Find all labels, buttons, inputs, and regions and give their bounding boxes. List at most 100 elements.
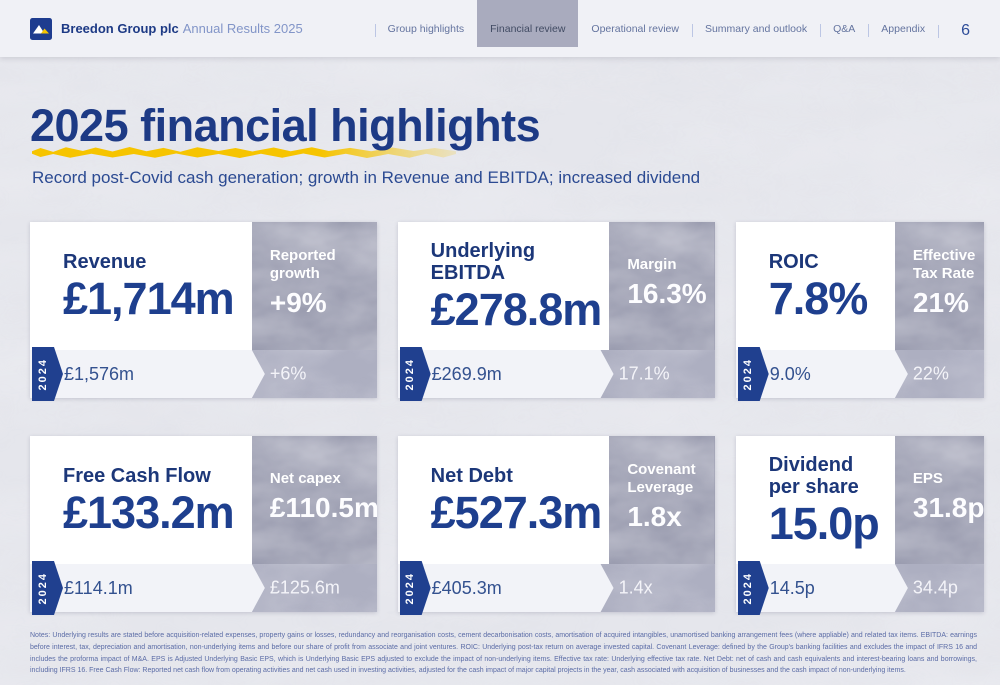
subtitle: Record post-Covid cash generation; growt…: [32, 168, 701, 187]
nav-tab-label: Summary and outlook: [704, 22, 808, 35]
metric-card-primary: ROIC 7.8%: [735, 222, 895, 350]
prior-year-strip: 22% 9.0% 2024: [735, 347, 985, 401]
secondary-metric-label: Covenant Leverage: [627, 461, 696, 496]
header: Breedon Group plc Annual Results 2025 Gro…: [0, 0, 1000, 57]
prior-secondary-value: +6%: [269, 363, 307, 384]
metric-card-primary: Revenue £1,714m: [30, 222, 252, 350]
prior-secondary-value: 17.1%: [618, 363, 670, 384]
metric-card-primary: Net Debt £527.3m: [397, 436, 610, 564]
nav-tab[interactable]: Financial review: [477, 0, 579, 57]
nav-tab[interactable]: Q&A: [820, 0, 868, 57]
metric-value: £527.3m: [430, 487, 603, 539]
prior-primary-value: £114.1m: [64, 577, 133, 598]
metric-card: ROIC 7.8% Effective Tax Rate 21% 22% 9.0…: [735, 222, 985, 401]
secondary-metric-value: 1.8x: [627, 500, 682, 532]
metric-label: Revenue: [63, 250, 147, 273]
metric-card-main: Revenue £1,714m Reported growth +9%: [30, 222, 377, 350]
metric-label: ROIC: [768, 250, 819, 273]
prior-year-strip: +6% £1,576m 2024: [30, 347, 377, 401]
metric-label: Net Debt: [430, 464, 513, 487]
breedon-logo-icon: [30, 17, 52, 40]
year-badge-label: 2024: [742, 357, 755, 391]
year-badge-label: 2024: [742, 571, 755, 605]
prior-secondary-value: 22%: [912, 363, 949, 384]
metric-label: Free Cash Flow: [63, 464, 211, 487]
metric-card-secondary: Reported growth +9%: [251, 222, 377, 350]
nav-divider: [938, 24, 940, 38]
metric-card-secondary: EPS 31.8p: [894, 436, 985, 564]
metric-card-primary: Free Cash Flow £133.2m: [30, 436, 252, 564]
metric-value: £278.8m: [430, 284, 603, 336]
metric-card-main: Net Debt £527.3m Covenant Leverage 1.8x: [397, 436, 715, 564]
prior-year-strip: 17.1% £269.9m 2024: [397, 347, 715, 401]
metric-grid: Revenue £1,714m Reported growth +9% +6% …: [30, 222, 985, 615]
nav-tabs: Group highlights Financial review Operat…: [374, 0, 938, 57]
prior-primary-value: £1,576m: [64, 363, 135, 384]
metric-card: Net Debt £527.3m Covenant Leverage 1.8x …: [397, 436, 715, 615]
metric-card-main: Underlying EBITDA £278.8m Margin 16.3%: [397, 222, 715, 350]
prior-primary-value: 9.0%: [769, 363, 811, 384]
secondary-metric-label: Effective Tax Rate: [912, 247, 976, 282]
nav-tab[interactable]: Summary and outlook: [691, 0, 820, 57]
brand-subtitle: Annual Results 2025: [182, 21, 303, 36]
prior-primary-value: 14.5p: [769, 577, 815, 598]
prior-year-strip: £125.6m £114.1m 2024: [30, 561, 377, 615]
secondary-metric-value: 31.8p: [912, 492, 985, 524]
prior-year-strip: 1.4x £405.3m 2024: [397, 561, 715, 615]
prior-secondary-value: 1.4x: [618, 577, 653, 598]
nav-tab-label: Appendix: [881, 22, 926, 35]
metric-value: £133.2m: [63, 487, 235, 539]
metric-card: Free Cash Flow £133.2m Net capex £110.5m…: [30, 436, 377, 615]
secondary-metric-label: Reported growth: [269, 247, 336, 282]
metric-value: £1,714m: [63, 273, 235, 325]
prior-year-strip-primary: £114.1m: [30, 564, 265, 612]
metric-card-main: ROIC 7.8% Effective Tax Rate 21%: [735, 222, 985, 350]
footnotes: Notes: Underlying results are stated bef…: [30, 632, 977, 675]
metric-card: Dividend per share 15.0p EPS 31.8p 34.4p…: [735, 436, 985, 615]
secondary-metric-value: 21%: [912, 286, 969, 318]
prior-primary-value: £269.9m: [431, 363, 502, 384]
nav-tab[interactable]: Appendix: [868, 0, 938, 57]
metric-card-secondary: Margin 16.3%: [609, 222, 715, 350]
metric-card-main: Free Cash Flow £133.2m Net capex £110.5m: [30, 436, 377, 564]
nav-tab[interactable]: Group highlights: [374, 0, 477, 57]
metric-label: Dividend per share: [768, 453, 859, 498]
year-badge-label: 2024: [404, 357, 417, 391]
metric-label: Underlying EBITDA: [430, 239, 536, 284]
nav-tab-label: Operational review: [591, 22, 679, 35]
nav-tab-label: Financial review: [490, 22, 566, 35]
nav-tab-label: Group highlights: [387, 22, 465, 35]
nav-tab[interactable]: Operational review: [578, 0, 692, 57]
metric-value: 15.0p: [768, 498, 880, 550]
year-badge-label: 2024: [404, 571, 417, 605]
page-title: 2025 financial highlights: [30, 100, 541, 151]
year-badge-label: 2024: [36, 357, 49, 391]
secondary-metric-label: Margin: [627, 255, 677, 273]
prior-secondary-value: £125.6m: [269, 577, 340, 598]
secondary-metric-label: Net capex: [269, 469, 341, 487]
page-number: 6: [961, 22, 970, 39]
prior-primary-value: £405.3m: [431, 577, 502, 598]
secondary-metric-value: +9%: [269, 286, 327, 318]
prior-year-strip: 34.4p 14.5p 2024: [735, 561, 985, 615]
metric-card-primary: Dividend per share 15.0p: [735, 436, 895, 564]
metric-card-secondary: Effective Tax Rate 21%: [894, 222, 985, 350]
brand: Breedon Group plc Annual Results 2025: [30, 17, 303, 40]
year-badge-label: 2024: [36, 571, 49, 605]
nav-tab-label: Q&A: [833, 22, 856, 35]
prior-secondary-value: 34.4p: [912, 577, 958, 598]
metric-card: Underlying EBITDA £278.8m Margin 16.3% 1…: [397, 222, 715, 401]
brand-name: Breedon Group plc: [61, 21, 179, 36]
brand-text: Breedon Group plc Annual Results 2025: [61, 21, 303, 36]
secondary-metric-value: £110.5m: [269, 492, 377, 524]
metric-card-main: Dividend per share 15.0p EPS 31.8p: [735, 436, 985, 564]
prior-year-strip-primary: £1,576m: [30, 350, 265, 398]
metric-card: Revenue £1,714m Reported growth +9% +6% …: [30, 222, 377, 401]
metric-card-secondary: Net capex £110.5m: [251, 436, 377, 564]
metric-card-secondary: Covenant Leverage 1.8x: [609, 436, 715, 564]
secondary-metric-label: EPS: [912, 469, 943, 487]
metric-card-primary: Underlying EBITDA £278.8m: [397, 222, 610, 350]
metric-value: 7.8%: [768, 273, 869, 325]
secondary-metric-value: 16.3%: [627, 278, 707, 310]
